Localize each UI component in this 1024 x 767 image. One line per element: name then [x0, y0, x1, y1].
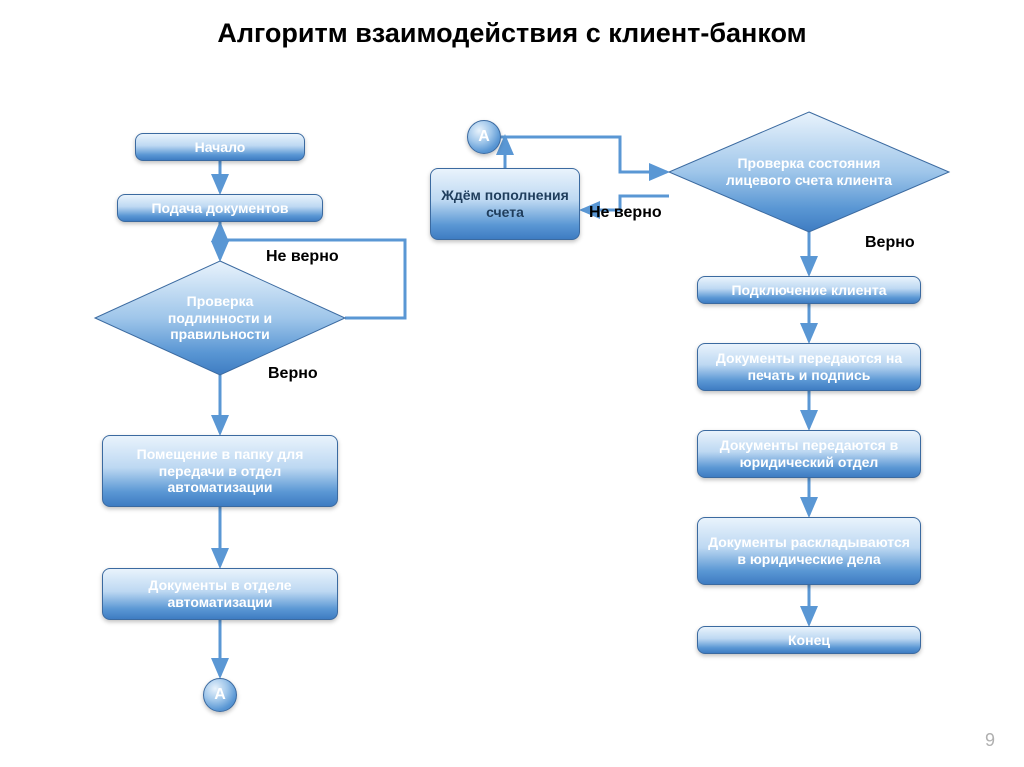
flow-decision-n_check2 [669, 112, 949, 232]
flow-edge-6 [501, 137, 667, 172]
flow-node-n_wait: Ждём пополнения счета [430, 168, 580, 240]
flow-node-n_print: Документы передаются на печать и подпись [697, 343, 921, 391]
flow-node-n_folder: Помещение в папку для передачи в отдел а… [102, 435, 338, 507]
flow-node-n_conn: Подключение клиента [697, 276, 921, 304]
flow-node-n_submit: Подача документов [117, 194, 323, 222]
flow-edge-label-7: Не верно [589, 204, 662, 222]
flow-decision-n_check1 [95, 261, 345, 375]
flow-node-n_dept: Документы в отделе автоматизации [102, 568, 338, 620]
flow-connector-n_connA2: A [467, 120, 501, 154]
flow-node-n_end: Конец [697, 626, 921, 654]
flow-node-n_sort: Документы раскладываются в юридические д… [697, 517, 921, 585]
page-number: 9 [985, 730, 995, 751]
flow-node-n_legal: Документы передаются в юридический отдел [697, 430, 921, 478]
flow-edge-label-2: Верно [268, 365, 318, 383]
flow-connector-n_connA1: A [203, 678, 237, 712]
flow-node-n_start: Начало [135, 133, 305, 161]
flow-edge-label-9: Верно [865, 234, 915, 252]
flow-edge-label-5: Не верно [266, 248, 339, 266]
page-title: Алгоритм взаимодействия с клиент-банком [0, 18, 1024, 49]
